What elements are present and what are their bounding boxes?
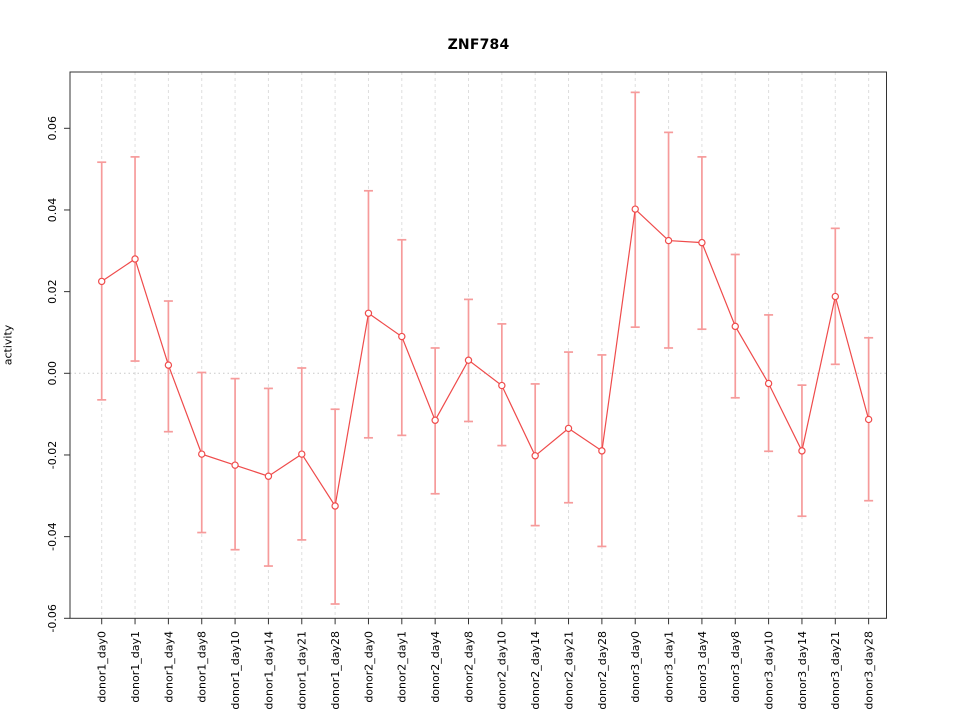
x-tick-label: donor1_day1 [129, 631, 142, 703]
y-tick-label-group: -0.02 [46, 441, 59, 469]
data-point-marker [97, 277, 106, 286]
data-point-marker [264, 472, 273, 480]
data-point-marker [131, 255, 139, 263]
x-tick-label: donor3_day10 [762, 631, 775, 710]
x-tick-label-group: donor3_day8 [729, 631, 742, 703]
x-tick-label-group: donor3_day14 [796, 631, 809, 710]
x-tick-label-group: donor1_day1 [129, 631, 142, 703]
x-tick-label-group: donor3_day10 [762, 631, 775, 710]
x-tick-label-group: donor2_day1 [396, 631, 409, 703]
y-tick-label: -0.04 [46, 522, 59, 550]
x-tick-label-group: donor3_day0 [629, 631, 642, 703]
x-tick-label-group: donor1_day28 [329, 631, 342, 710]
data-point-marker [798, 447, 806, 455]
x-tick-label-group: donor3_day4 [696, 631, 709, 703]
x-tick-label: donor2_day4 [429, 631, 442, 703]
x-tick-label: donor2_day8 [462, 631, 475, 703]
data-point-marker [631, 205, 639, 213]
x-tick-label: donor1_day4 [162, 631, 175, 703]
x-tick-label-group: donor2_day21 [562, 631, 575, 710]
data-point-marker [731, 322, 739, 331]
x-tick-label: donor1_day10 [229, 631, 242, 710]
x-tick-label: donor3_day0 [629, 631, 642, 703]
plot-box [69, 71, 887, 619]
y-tick-label: 0.06 [46, 116, 59, 141]
x-tick-label-group: donor3_day21 [829, 631, 842, 710]
x-tick-label: donor3_day28 [862, 631, 875, 710]
data-point-marker [864, 415, 873, 424]
data-point-marker [764, 379, 773, 388]
x-tick-label: donor2_day1 [396, 631, 409, 703]
chart-title: ZNF784 [447, 37, 510, 53]
x-tick-label-group: donor2_day28 [596, 631, 609, 710]
x-tick-label-group: donor2_day0 [362, 631, 375, 703]
x-tick-label-group: donor1_day8 [196, 631, 209, 703]
y-tick-label-group: -0.04 [46, 522, 59, 550]
y-tick-label: -0.06 [46, 604, 59, 632]
x-tick-label: donor1_day21 [296, 631, 309, 710]
y-tick-label-group: 0.02 [46, 279, 59, 304]
y-tick-label: 0.00 [46, 361, 59, 386]
x-tick-label: donor2_day10 [496, 631, 509, 710]
data-point-marker [564, 424, 573, 433]
x-tick-label: donor2_day14 [529, 631, 542, 710]
y-tick-label: 0.02 [46, 279, 59, 304]
x-tick-label-group: donor1_day4 [162, 631, 175, 703]
data-point-marker [698, 238, 706, 247]
x-tick-label: donor3_day1 [662, 631, 675, 703]
x-tick-label: donor2_day21 [562, 631, 575, 710]
y-tick-label-group: 0.06 [46, 116, 59, 141]
x-tick-label-group: donor2_day4 [429, 631, 442, 703]
x-tick-label: donor3_day14 [796, 631, 809, 710]
x-tick-label: donor1_day8 [196, 631, 209, 703]
x-tick-label-group: donor1_day10 [229, 631, 242, 710]
x-tick-label: donor3_day21 [829, 631, 842, 710]
data-point-marker [531, 452, 539, 460]
data-point-marker [664, 236, 673, 245]
x-tick-label-group: donor1_day14 [262, 631, 275, 710]
y-tick-label-group: -0.06 [46, 604, 59, 632]
x-tick-label: donor1_day0 [96, 631, 109, 703]
data-point-marker [364, 309, 373, 317]
series-line [101, 207, 870, 508]
y-tick-label: 0.04 [46, 198, 59, 223]
x-tick-label: donor2_day0 [362, 631, 375, 703]
y-tick-label-group: 0.04 [46, 198, 59, 223]
data-point-marker [198, 450, 206, 458]
x-tick-label: donor2_day28 [596, 631, 609, 710]
x-tick-label-group: donor2_day10 [496, 631, 509, 710]
data-point-marker [231, 461, 239, 469]
x-tick-label: donor3_day8 [729, 631, 742, 703]
x-tick-label: donor1_day28 [329, 631, 342, 710]
x-tick-label-group: donor1_day0 [96, 631, 109, 703]
x-tick-label-group: donor1_day21 [296, 631, 309, 710]
x-tick-label: donor3_day4 [696, 631, 709, 703]
x-tick-label-group: donor3_day28 [862, 631, 875, 710]
data-point-marker [598, 447, 606, 455]
data-point-marker [431, 416, 439, 424]
data-point-marker [164, 361, 173, 369]
data-point-marker [398, 332, 406, 341]
data-point-marker [298, 450, 306, 458]
data-point-marker [498, 381, 506, 390]
x-tick-label-group: donor3_day1 [662, 631, 675, 703]
y-tick-label-group: 0.00 [46, 361, 59, 386]
data-point-marker [831, 292, 839, 301]
x-tick-label: donor1_day14 [262, 631, 275, 710]
y-tick-label: -0.02 [46, 441, 59, 469]
data-point-marker [464, 356, 473, 364]
x-tick-label-group: donor2_day8 [462, 631, 475, 703]
data-point-marker [331, 502, 339, 510]
x-tick-label-group: donor2_day14 [529, 631, 542, 710]
